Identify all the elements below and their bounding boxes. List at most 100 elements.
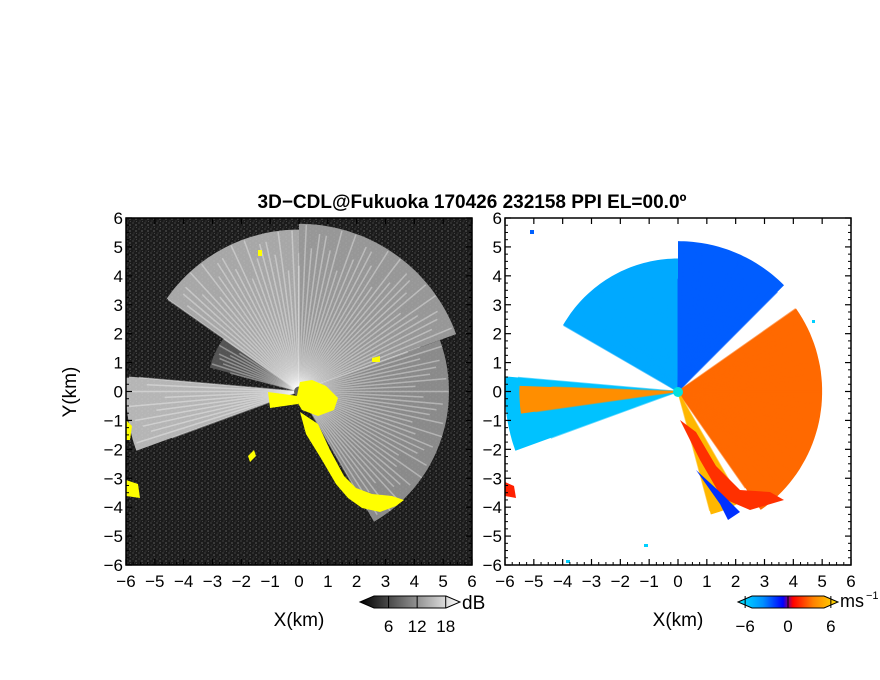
velocity-streak bbox=[677, 265, 744, 392]
intensity-colorbar-unit: dB bbox=[462, 593, 485, 614]
intensity-streak bbox=[298, 310, 438, 393]
intensity-x-tick-label: 3 bbox=[381, 572, 390, 591]
intensity-y-tick-label: 4 bbox=[114, 267, 123, 286]
intensity-streak bbox=[251, 278, 300, 392]
intensity-streak bbox=[298, 250, 389, 392]
velocity-colorbar-tick-label: −6 bbox=[735, 617, 754, 636]
velocity-streak bbox=[563, 324, 679, 393]
velocity-streak bbox=[677, 285, 776, 393]
velocity-streak bbox=[517, 376, 679, 393]
intensity-streak bbox=[291, 230, 300, 392]
velocity-streak bbox=[677, 308, 797, 393]
velocity-streak bbox=[677, 390, 793, 452]
velocity-streak bbox=[677, 390, 797, 476]
intensity-x-tick-label: 0 bbox=[294, 572, 303, 591]
velocity-x-tick-label: 0 bbox=[673, 572, 682, 591]
intensity-streak bbox=[167, 298, 300, 393]
intensity-y-tick-label: 2 bbox=[114, 325, 123, 344]
intensity-streak bbox=[218, 353, 300, 393]
intensity-sector bbox=[299, 223, 457, 392]
intensity-y-tick-label: 5 bbox=[114, 238, 123, 257]
intensity-streak bbox=[298, 265, 373, 392]
velocity-streak bbox=[677, 242, 686, 392]
velocity-y-tick-label: 5 bbox=[493, 238, 502, 257]
velocity-streak bbox=[677, 390, 802, 464]
intensity-sector bbox=[209, 338, 299, 392]
intensity-colorbar-tick-label: 6 bbox=[384, 617, 393, 636]
velocity-streak bbox=[585, 320, 679, 393]
intensity-streak bbox=[298, 270, 338, 392]
velocity-speck bbox=[530, 230, 534, 234]
velocity-streak bbox=[598, 311, 679, 393]
intensity-streak bbox=[298, 314, 419, 393]
velocity-x-tick-label: −6 bbox=[495, 572, 514, 591]
intensity-streak bbox=[298, 279, 411, 393]
intensity-streak bbox=[216, 262, 300, 392]
velocity-streak bbox=[677, 325, 781, 393]
mask-center-spray bbox=[268, 392, 298, 408]
velocity-streak bbox=[550, 390, 679, 439]
velocity-streak bbox=[671, 259, 679, 392]
velocity-streak bbox=[677, 337, 793, 393]
velocity-streak bbox=[677, 390, 817, 405]
velocity-streak bbox=[549, 390, 679, 400]
velocity-streak bbox=[677, 391, 737, 493]
intensity-streak bbox=[277, 231, 300, 392]
velocity-y-tick-label: −6 bbox=[483, 556, 502, 575]
velocity-y-tick-label: −1 bbox=[483, 411, 502, 430]
velocity-speckles bbox=[505, 230, 815, 563]
velocity-streak bbox=[614, 281, 679, 392]
intensity-streak bbox=[298, 259, 355, 392]
velocity-streak bbox=[644, 270, 679, 392]
velocity-panel: −6 6 −5 5 −4 4 −3 3 −2 2 −1 1 0 0 1 −1 2 −2 3 −3 4 −4 5 −5 6 −6 X… bbox=[483, 209, 856, 631]
velocity-streak bbox=[524, 390, 679, 408]
intensity-x-tick-label: 6 bbox=[467, 572, 476, 591]
intensity-streak bbox=[184, 286, 300, 393]
velocity-streak bbox=[584, 305, 679, 393]
velocity-streak bbox=[551, 386, 679, 393]
intensity-streak bbox=[218, 276, 300, 392]
intensity-panel: −6 6 −5 5 −4 4 −3 3 −2 2 −1 1 0 0 1 −1 2 −2 3 −3 4 −4 5 −5 6 −6 X… bbox=[60, 209, 477, 631]
velocity-streak bbox=[535, 390, 679, 413]
velocity-streak bbox=[677, 272, 728, 392]
velocity-sectors bbox=[505, 241, 823, 515]
velocity-streak bbox=[677, 263, 690, 392]
intensity-streak bbox=[298, 235, 328, 392]
intensity-streak bbox=[189, 272, 300, 393]
velocity-x-tick-label: 3 bbox=[760, 572, 769, 591]
velocity-streak bbox=[610, 285, 679, 392]
intensity-colorbar-bar bbox=[358, 595, 462, 609]
intensity-sectors bbox=[126, 223, 457, 522]
intensity-streak bbox=[138, 376, 300, 393]
velocity-streak bbox=[519, 390, 679, 394]
velocity-streak bbox=[521, 390, 679, 427]
velocity-streak bbox=[677, 272, 770, 392]
velocity-colorbar-unit: ms bbox=[840, 591, 864, 611]
intensity-streak bbox=[298, 273, 408, 393]
intensity-x-tick-label: −3 bbox=[203, 572, 222, 591]
intensity-ylabel: Y(km) bbox=[60, 367, 81, 418]
intensity-streak bbox=[238, 352, 300, 393]
intensity-x-tick-label: −2 bbox=[232, 572, 251, 591]
velocity-streak bbox=[677, 390, 786, 483]
velocity-streak bbox=[660, 260, 679, 392]
intensity-x-tick-label: 2 bbox=[352, 572, 361, 591]
velocity-streak bbox=[677, 250, 730, 392]
intensity-streak bbox=[298, 248, 313, 392]
intensity-streak bbox=[230, 372, 300, 393]
velocity-streak bbox=[677, 391, 711, 512]
velocity-x-tick-label: −3 bbox=[582, 572, 601, 591]
intensity-y-tick-label: 3 bbox=[114, 296, 123, 315]
velocity-streak bbox=[677, 265, 759, 392]
velocity-streak bbox=[677, 360, 814, 393]
intensity-sector bbox=[126, 376, 299, 451]
intensity-y-tick-label: −2 bbox=[104, 440, 123, 459]
intensity-y-tick-label: −1 bbox=[104, 411, 123, 430]
intensity-y-tick-label: −5 bbox=[104, 527, 123, 546]
velocity-x-tick-label: −5 bbox=[524, 572, 543, 591]
velocity-x-tick-label: −4 bbox=[553, 572, 572, 591]
intensity-streak bbox=[219, 296, 300, 392]
velocity-sw-patch bbox=[505, 482, 516, 498]
velocity-streak bbox=[677, 390, 770, 484]
intensity-streak bbox=[298, 224, 308, 392]
